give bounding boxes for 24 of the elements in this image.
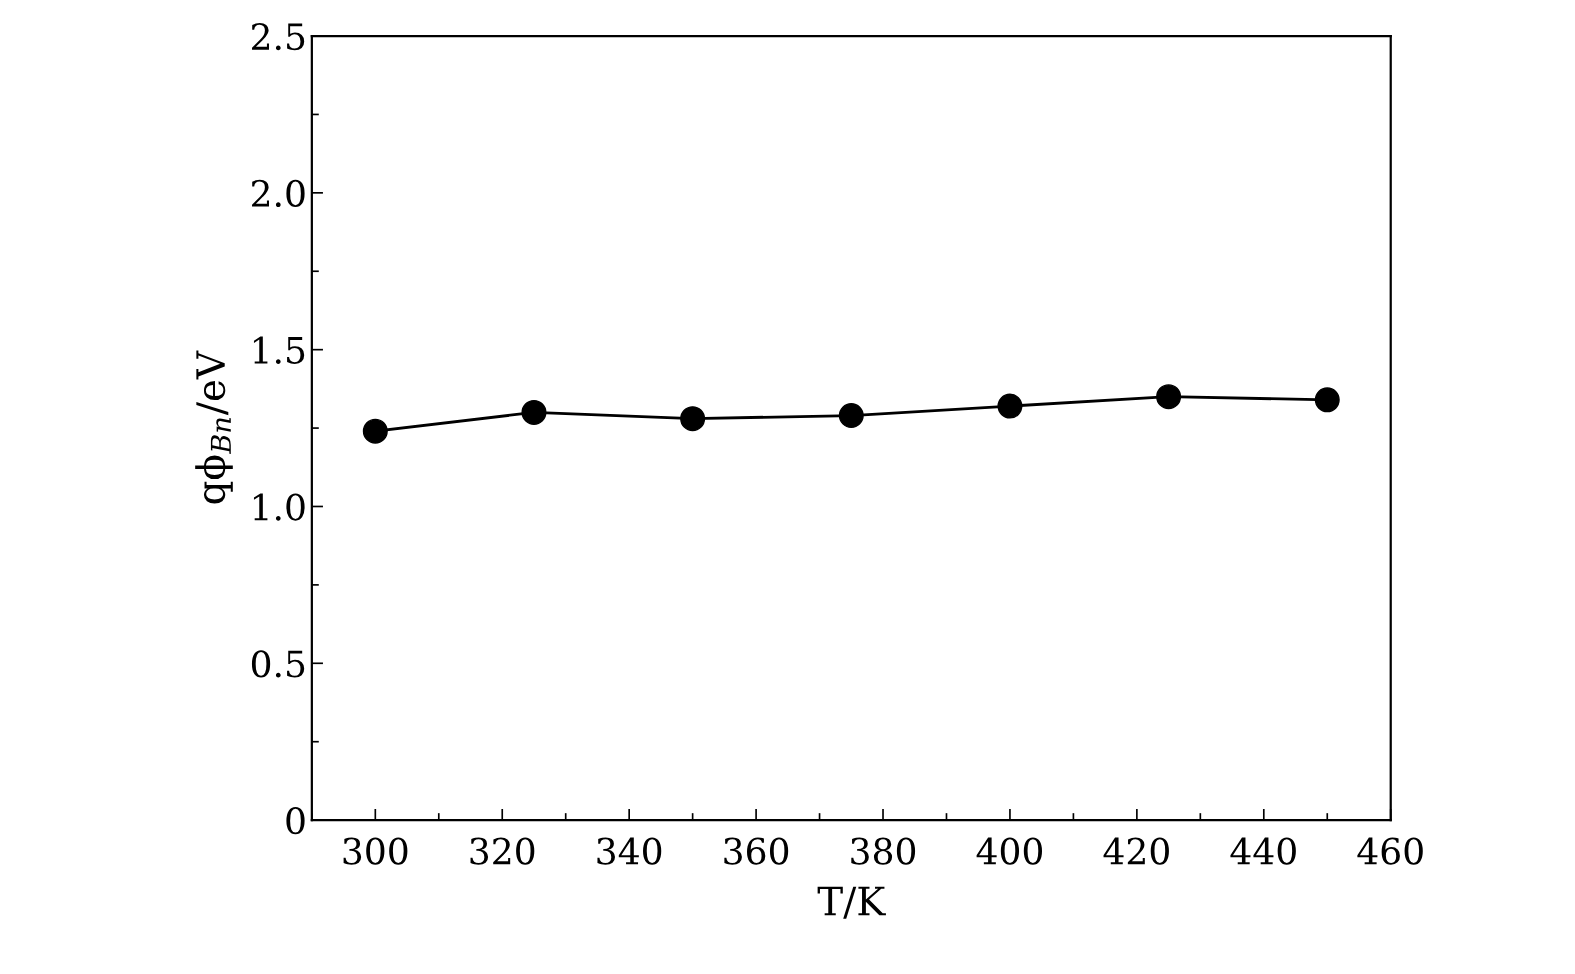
point <box>1156 384 1182 410</box>
point <box>1314 387 1340 413</box>
y-axis-title: qϕ$_{Bn}$/eV <box>195 350 233 504</box>
y-tick-label: 1.0 <box>253 493 305 521</box>
x-tick-label: 380 <box>851 837 916 865</box>
x-tick-label: 420 <box>1103 837 1169 865</box>
x-axis-title: T/K <box>817 886 886 919</box>
y-tick-label: 0 <box>286 807 305 835</box>
x-tick-label: 340 <box>597 837 662 865</box>
y-tick-label: 2.5 <box>252 22 305 51</box>
y-tick-label: 0.5 <box>251 650 305 678</box>
x-tick-label: 400 <box>976 837 1043 865</box>
x-tick-label: 360 <box>724 837 789 865</box>
point <box>362 418 388 444</box>
x-tick-label: 300 <box>343 837 408 865</box>
y-tick-label: 2.0 <box>252 179 305 208</box>
point <box>521 399 547 425</box>
point <box>838 403 864 429</box>
x-tick-label: 320 <box>470 837 535 865</box>
x-tick-label: 460 <box>1357 837 1423 865</box>
y-tick-label: 1.5 <box>253 336 305 364</box>
x-tick-label: 440 <box>1230 837 1296 865</box>
point <box>997 393 1023 419</box>
point <box>680 406 706 432</box>
